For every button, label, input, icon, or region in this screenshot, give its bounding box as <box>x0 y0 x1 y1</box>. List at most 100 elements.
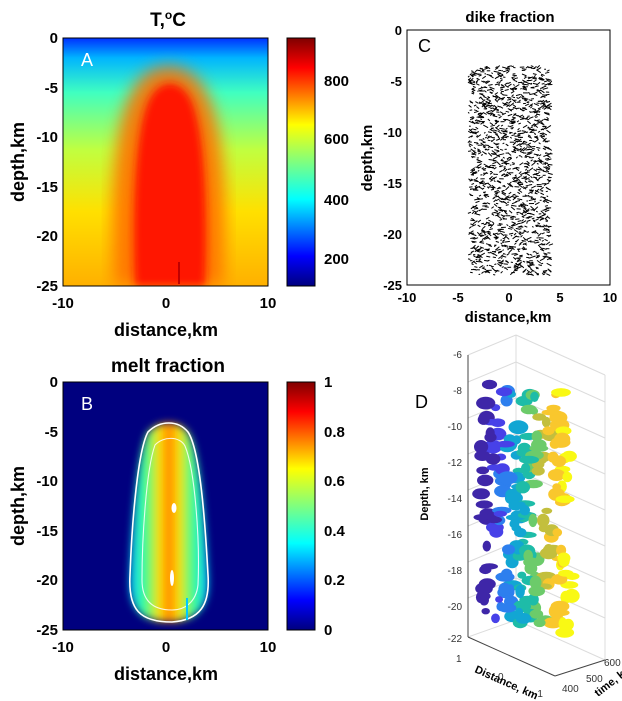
dike-segment <box>527 92 531 94</box>
dike-segment <box>493 203 498 207</box>
dike-segment <box>469 77 474 82</box>
dike-segment <box>506 252 510 256</box>
dike-cluster-mark <box>498 603 517 613</box>
dike-segment <box>525 222 528 224</box>
dike-segment <box>496 187 502 190</box>
dike-segment <box>482 225 486 230</box>
dike-segment <box>537 222 541 225</box>
dike-segment <box>507 156 510 160</box>
dike-segment <box>504 82 508 86</box>
dike-segment <box>528 190 534 195</box>
dike-segment <box>519 203 524 207</box>
dike-segment <box>494 92 499 95</box>
dike-segment <box>511 94 514 97</box>
dike-segment <box>471 152 477 156</box>
dike-segment <box>493 159 497 162</box>
dike-segment <box>517 191 521 195</box>
dike-segment <box>484 233 487 236</box>
dike-segment <box>470 223 474 226</box>
dike-segment <box>493 173 496 175</box>
dike-segment <box>525 165 529 169</box>
dike-segment <box>487 139 491 142</box>
panel-b-xticks: -10 0 10 <box>52 639 276 656</box>
dike-cluster-mark <box>541 409 562 416</box>
dike-segment <box>478 114 484 118</box>
dike-cluster-mark <box>481 608 490 615</box>
dike-segment <box>517 261 523 266</box>
dike-segment <box>529 146 536 148</box>
dike-segment <box>484 66 488 69</box>
panel-d-xlabel: Distance, km <box>473 664 540 701</box>
dike-segment <box>548 243 554 246</box>
dike-segment <box>472 260 478 265</box>
dike-segment <box>516 258 521 263</box>
dike-cluster-mark <box>551 455 567 468</box>
dike-segment <box>491 213 495 216</box>
dike-segment <box>517 259 520 262</box>
dike-segment <box>469 109 473 111</box>
dike-cluster-mark <box>541 507 553 514</box>
dike-segment <box>496 146 500 149</box>
z-tick-label: -10 <box>448 422 463 433</box>
dike-segment <box>513 264 519 268</box>
dike-segment <box>546 262 552 267</box>
dike-segment <box>487 230 491 233</box>
dike-segment <box>514 77 519 80</box>
dike-segment <box>486 186 490 189</box>
y-tick-label: -20 <box>36 572 58 589</box>
dike-segment <box>526 152 530 156</box>
dike-segment <box>490 107 494 110</box>
dike-segment <box>471 260 476 264</box>
dike-segment <box>529 270 533 274</box>
dike-segment <box>544 209 550 213</box>
dike-segment <box>498 97 504 100</box>
dike-segment <box>548 234 552 238</box>
dike-segment <box>487 118 491 122</box>
dike-cluster-mark <box>530 391 539 402</box>
x-tick-label: -1 <box>534 689 543 700</box>
dike-segment <box>539 248 545 252</box>
dike-segment <box>532 73 537 75</box>
dike-cluster-mark <box>486 464 505 471</box>
y-tick-label: -5 <box>45 424 58 441</box>
dike-segment <box>518 132 522 135</box>
dike-cluster-mark <box>519 595 536 603</box>
dike-segment <box>540 210 546 215</box>
dike-segment <box>538 245 544 251</box>
x-tick-label: 10 <box>260 639 277 656</box>
dike-segment <box>478 101 482 104</box>
dike-segment <box>521 130 526 132</box>
dike-segment <box>485 80 491 85</box>
dike-segment <box>540 133 545 137</box>
dike-segment <box>538 169 545 171</box>
dike-segment <box>540 102 546 105</box>
dike-segment <box>522 205 527 210</box>
y-tick-label: 0 <box>50 374 58 391</box>
dike-segment <box>497 233 501 235</box>
dike-segment <box>482 75 487 80</box>
y-tick-label: -10 <box>36 473 58 490</box>
y-tick-label: 400 <box>562 684 579 695</box>
dike-segment <box>534 85 539 88</box>
dike-segment <box>477 166 482 169</box>
dike-segment <box>526 231 530 233</box>
dike-cluster-mark <box>509 519 520 529</box>
dike-segment <box>494 97 498 101</box>
z-tick-label: -14 <box>448 494 463 505</box>
dike-segment <box>536 67 542 71</box>
dike-segment <box>505 70 510 74</box>
dike-segment <box>477 89 483 92</box>
dike-segment <box>504 168 508 172</box>
dike-segment <box>496 248 501 251</box>
dike-segment <box>514 253 519 256</box>
dike-segment <box>525 271 531 275</box>
dike-segment <box>507 182 512 188</box>
panel-a-title: T,oC <box>150 8 186 31</box>
colorbar-tick-label: 400 <box>324 192 349 209</box>
dike-segment <box>467 81 473 85</box>
dike-segment <box>546 199 552 203</box>
dike-segment <box>468 253 472 256</box>
dike-segment <box>484 144 489 146</box>
dike-segment <box>533 160 537 162</box>
dike-segment <box>486 73 492 77</box>
